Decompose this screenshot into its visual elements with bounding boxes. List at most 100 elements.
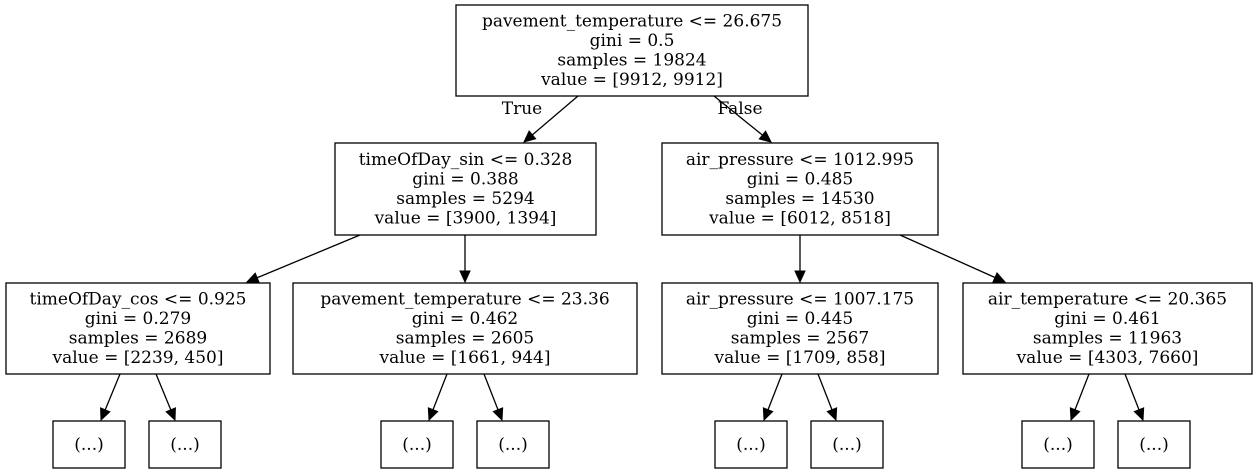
edge-root-to-n1: True bbox=[502, 95, 579, 143]
split-condition: timeOfDay_cos <= 0.925 bbox=[30, 290, 247, 310]
node-box bbox=[962, 282, 1253, 375]
samples-count: samples = 14530 bbox=[725, 189, 874, 209]
edge-n2-to-n5 bbox=[794, 235, 806, 284]
edge-line bbox=[531, 95, 579, 136]
node-box bbox=[148, 420, 222, 469]
leaf-node-l7: (...) bbox=[1021, 420, 1095, 469]
node-box bbox=[380, 420, 454, 469]
node-box bbox=[714, 420, 788, 469]
edge-n3-to-l2 bbox=[155, 373, 176, 422]
leaf-node-l8: (...) bbox=[1117, 420, 1191, 469]
samples-count: samples = 2689 bbox=[69, 329, 207, 349]
split-condition: timeOfDay_sin <= 0.328 bbox=[359, 150, 573, 170]
edge-n1-to-n4 bbox=[459, 235, 471, 284]
arrowhead-icon bbox=[992, 272, 1007, 283]
edge-n6-to-l7 bbox=[1069, 373, 1090, 422]
class-value: value = [9912, 9912] bbox=[540, 70, 723, 90]
edge-n5-to-l5 bbox=[762, 373, 783, 422]
edge-n2-to-n6 bbox=[899, 234, 1007, 283]
gini-value: gini = 0.279 bbox=[85, 309, 191, 329]
split-condition: pavement_temperature <= 23.36 bbox=[320, 290, 609, 310]
arrowhead-icon bbox=[758, 130, 772, 143]
edge-line bbox=[713, 95, 763, 136]
edge-line bbox=[1124, 373, 1140, 410]
node-box bbox=[455, 4, 809, 97]
leaf-ellipsis-label: (...) bbox=[170, 435, 199, 455]
edge-line bbox=[817, 373, 833, 410]
leaf-ellipsis-label: (...) bbox=[498, 435, 527, 455]
leaf-node-l6: (...) bbox=[810, 420, 884, 469]
arrowhead-icon bbox=[492, 407, 504, 422]
edge-n6-to-l8 bbox=[1124, 373, 1145, 422]
leaf-ellipsis-label: (...) bbox=[1043, 435, 1072, 455]
leaf-node-l3: (...) bbox=[380, 420, 454, 469]
gini-value: gini = 0.5 bbox=[590, 31, 675, 51]
edge-line bbox=[1074, 373, 1090, 410]
samples-count: samples = 5294 bbox=[396, 189, 534, 209]
class-value: value = [1709, 858] bbox=[713, 348, 885, 368]
edge-n1-to-n3 bbox=[245, 234, 361, 283]
leaf-node-l4: (...) bbox=[476, 420, 550, 469]
class-value: value = [6012, 8518] bbox=[708, 209, 891, 229]
class-value: value = [3900, 1394] bbox=[374, 209, 557, 229]
edge-label-true: True bbox=[502, 99, 542, 119]
node-box bbox=[661, 282, 939, 375]
edge-n4-to-l3 bbox=[427, 373, 448, 422]
node-box bbox=[52, 420, 126, 469]
leaf-ellipsis-label: (...) bbox=[1139, 435, 1168, 455]
arrowhead-icon bbox=[427, 407, 439, 422]
split-condition: pavement_temperature <= 26.675 bbox=[482, 12, 782, 32]
edge-n5-to-l6 bbox=[817, 373, 838, 422]
arrowhead-icon bbox=[794, 270, 806, 284]
edge-line bbox=[256, 234, 361, 279]
gini-value: gini = 0.462 bbox=[412, 309, 518, 329]
leaf-node-l1: (...) bbox=[52, 420, 126, 469]
samples-count: samples = 11963 bbox=[1033, 329, 1182, 349]
leaf-ellipsis-label: (...) bbox=[832, 435, 861, 455]
arrowhead-icon bbox=[1069, 407, 1081, 422]
node-box bbox=[661, 142, 939, 236]
class-value: value = [1661, 944] bbox=[378, 348, 550, 368]
split-condition: air_pressure <= 1012.995 bbox=[686, 150, 914, 170]
edge-line bbox=[899, 234, 996, 279]
leaf-ellipsis-label: (...) bbox=[74, 435, 103, 455]
arrowhead-icon bbox=[245, 272, 260, 283]
leaf-node-l2: (...) bbox=[148, 420, 222, 469]
arrowhead-icon bbox=[826, 407, 838, 422]
edge-line bbox=[432, 373, 448, 410]
samples-count: samples = 19824 bbox=[557, 51, 706, 71]
arrowhead-icon bbox=[100, 407, 111, 422]
node-box bbox=[5, 282, 271, 375]
leaf-ellipsis-label: (...) bbox=[402, 435, 431, 455]
edge-label-false: False bbox=[718, 99, 763, 119]
edge-line bbox=[767, 373, 783, 410]
edge-root-to-n2: False bbox=[713, 95, 772, 143]
samples-count: samples = 2567 bbox=[731, 329, 869, 349]
arrowhead-icon bbox=[523, 130, 537, 143]
arrowhead-icon bbox=[1133, 407, 1145, 422]
class-value: value = [4303, 7660] bbox=[1016, 348, 1199, 368]
edge-line bbox=[104, 373, 121, 411]
edge-n3-to-l1 bbox=[100, 373, 121, 422]
arrowhead-icon bbox=[165, 407, 176, 422]
gini-value: gini = 0.461 bbox=[1054, 309, 1160, 329]
gini-value: gini = 0.485 bbox=[747, 170, 853, 190]
split-condition: air_temperature <= 20.365 bbox=[988, 290, 1227, 310]
leaf-node-l5: (...) bbox=[714, 420, 788, 469]
class-value: value = [2239, 450] bbox=[51, 348, 223, 368]
arrowhead-icon bbox=[459, 270, 471, 284]
arrowhead-icon bbox=[762, 407, 774, 422]
node-box bbox=[292, 282, 638, 375]
samples-count: samples = 2605 bbox=[396, 329, 534, 349]
node-box bbox=[334, 142, 597, 236]
edge-line bbox=[155, 373, 172, 411]
node-box bbox=[1117, 420, 1191, 469]
